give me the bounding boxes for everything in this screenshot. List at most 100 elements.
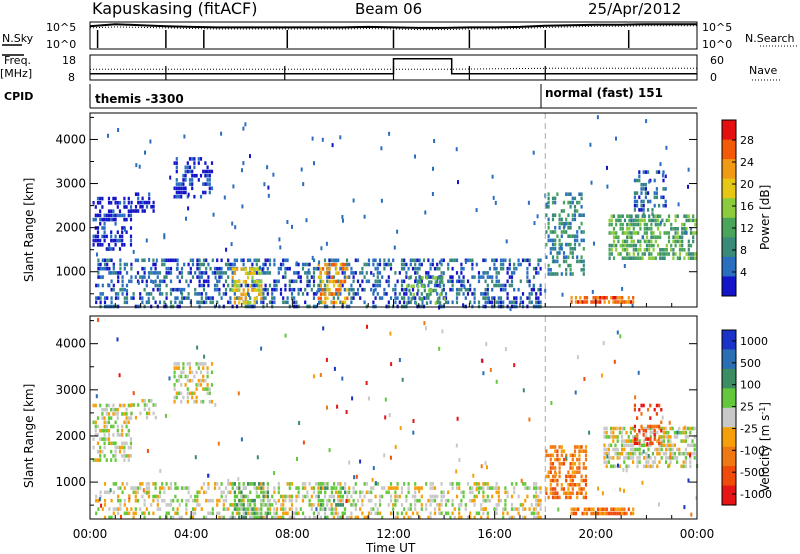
velocity-cell	[614, 507, 617, 512]
velocity-cell	[571, 462, 574, 466]
power-cell	[619, 243, 622, 248]
velocity-cell	[297, 490, 300, 495]
power-cell	[180, 271, 184, 275]
power-cell	[407, 296, 410, 300]
velocity-cell	[644, 428, 647, 433]
velocity-cell	[473, 482, 476, 486]
velocity-cell	[322, 326, 325, 331]
power-cell	[143, 200, 146, 205]
power-cell	[408, 288, 411, 293]
power-cell	[238, 300, 241, 305]
power-cell	[180, 182, 183, 186]
velocity-cell	[482, 511, 485, 516]
velocity-cell	[123, 486, 126, 490]
power-cell	[562, 251, 566, 255]
power-cell	[114, 213, 117, 218]
velocity-cell	[400, 503, 404, 507]
power-cell	[659, 248, 662, 252]
velocity-cell	[253, 486, 256, 490]
velocity-cell	[580, 474, 583, 479]
power-cell	[411, 287, 415, 292]
power-cell	[460, 271, 463, 275]
power-cell	[677, 202, 680, 207]
velocity-cell	[596, 511, 600, 516]
power-cell	[565, 272, 568, 276]
velocity-cell	[431, 486, 434, 490]
power-cell	[326, 279, 329, 284]
velocity-cell	[605, 426, 608, 431]
power-cell	[687, 239, 690, 244]
velocity-cell	[341, 503, 344, 507]
velocity-cell	[185, 498, 188, 503]
velocity-cell	[549, 462, 552, 466]
power-cell	[180, 300, 184, 305]
power-cell	[387, 300, 390, 305]
power-cell	[694, 252, 697, 256]
power-cell	[418, 266, 421, 271]
power-cell	[455, 287, 459, 292]
velocity-cell	[405, 511, 408, 516]
velocity-cell	[636, 464, 639, 469]
velocity-cell	[654, 456, 657, 460]
velocity-cell	[218, 511, 221, 516]
power-cell	[363, 262, 366, 267]
power-cell	[180, 275, 184, 279]
power-cell	[687, 167, 690, 172]
power-cell	[398, 300, 401, 305]
power-cell	[374, 296, 377, 300]
velocity-cell	[244, 511, 247, 516]
power-cell	[220, 266, 223, 271]
velocity-cell	[506, 494, 509, 499]
power-cell	[449, 287, 452, 292]
velocity-colorbar-tick-label: 25	[740, 401, 754, 414]
power-cell	[328, 271, 331, 275]
velocity-cell	[129, 445, 133, 450]
power-cell	[433, 266, 437, 271]
velocity-cell	[154, 486, 157, 490]
power-cell	[554, 226, 557, 230]
velocity-cell	[180, 391, 183, 396]
velocity-cell	[376, 511, 379, 516]
power-cell	[141, 258, 144, 263]
velocity-cell	[665, 426, 668, 431]
power-cell	[532, 287, 536, 292]
power-cell	[116, 238, 119, 243]
velocity-cell	[488, 498, 492, 503]
velocity-cell	[165, 413, 167, 418]
velocity-cell	[123, 503, 126, 507]
power-cell	[655, 187, 658, 191]
velocity-cell	[101, 407, 104, 412]
velocity-cell	[158, 515, 162, 520]
power-cell	[286, 266, 289, 271]
velocity-cell	[125, 454, 128, 458]
velocity-cell	[266, 486, 269, 490]
power-cell	[247, 275, 250, 280]
power-cell	[551, 213, 555, 217]
power-cell	[267, 193, 270, 198]
power-cell	[205, 296, 208, 300]
power-cell	[242, 161, 245, 166]
power-cell	[528, 262, 531, 267]
velocity-cell	[207, 486, 210, 490]
velocity-cell	[242, 494, 245, 499]
power-cell	[361, 266, 364, 271]
velocity-cell	[621, 451, 624, 456]
power-cell	[648, 239, 651, 244]
power-cell	[589, 142, 592, 147]
velocity-cell	[96, 433, 100, 437]
power-cell	[101, 258, 104, 263]
velocity-cell	[354, 515, 357, 520]
power-cell	[182, 173, 185, 178]
power-cell	[645, 243, 649, 248]
power-cell	[642, 212, 645, 216]
power-cell	[152, 200, 155, 205]
power-cell	[491, 300, 494, 305]
power-cell	[278, 237, 281, 242]
velocity-cell	[174, 486, 177, 490]
power-cell	[326, 271, 329, 275]
power-cell	[365, 262, 368, 267]
velocity-cell	[137, 403, 140, 407]
power-cell	[610, 222, 613, 227]
velocity-cell	[306, 490, 309, 495]
power-cell	[152, 271, 155, 275]
